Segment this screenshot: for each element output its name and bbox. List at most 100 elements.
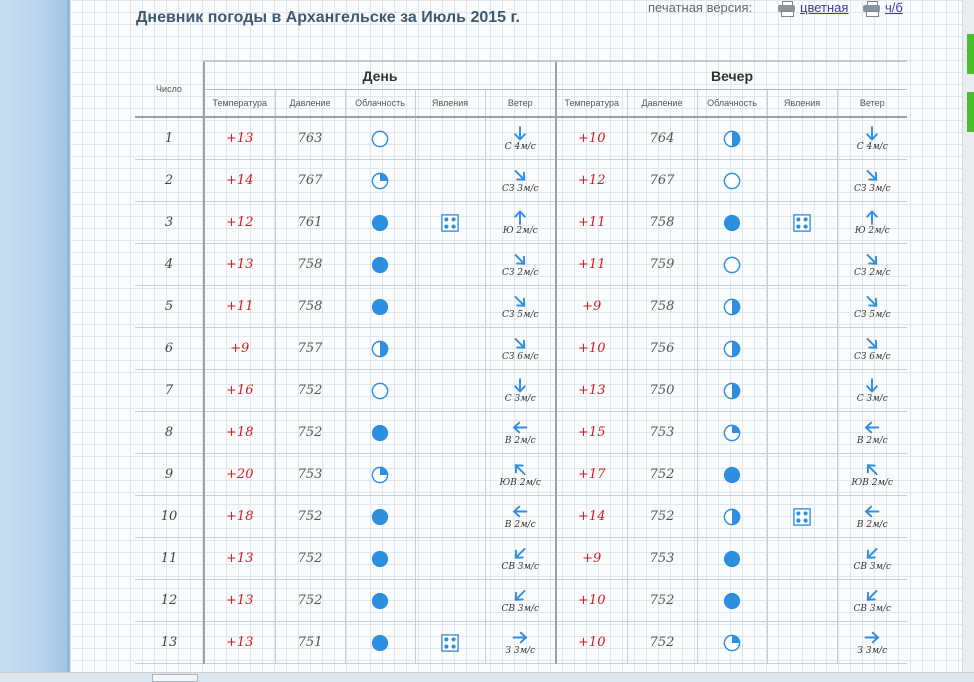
- wind-arrow-icon: [512, 505, 528, 517]
- day-temperature-cell: +13: [203, 621, 275, 664]
- wind-label: СЗ 5м/с: [853, 309, 891, 320]
- evening-phenomena-cell: [766, 495, 837, 538]
- evening-wind-cell: В 2м/с: [836, 495, 907, 538]
- day-temperature-cell: +13: [203, 537, 275, 580]
- evening-phenomena-cell: [766, 327, 837, 370]
- day-cloudiness-cell: [344, 369, 415, 412]
- wind-label: ЮВ 2м/с: [499, 477, 541, 488]
- header-evening-group: Вечер: [555, 60, 907, 90]
- day-pressure-cell: 763: [274, 117, 345, 160]
- wind-label: СВ 3м/с: [853, 561, 892, 572]
- day-number-cell: 1: [135, 117, 204, 160]
- wind-label: В 2м/с: [856, 435, 888, 446]
- wind-arrow-icon: [867, 463, 878, 475]
- day-number-cell: 3: [135, 201, 204, 244]
- wind-arrow-icon: [866, 337, 878, 349]
- day-cloudiness-cell: [344, 243, 415, 286]
- day-temperature-cell: +18: [203, 495, 275, 538]
- wind-label: СЗ 6м/с: [853, 351, 891, 362]
- evening-wind-cell: З 3м/с: [836, 621, 907, 664]
- day-temperature-cell: +12: [203, 201, 275, 244]
- side-tab[interactable]: [967, 34, 974, 74]
- cloud-half-icon: [723, 382, 741, 400]
- wind-label: Ю 2м/с: [854, 225, 890, 236]
- printer-icon: [863, 0, 880, 17]
- day-number-cell: 11: [135, 537, 204, 580]
- print-color-label: цветная: [800, 0, 849, 15]
- day-number-cell: 13: [135, 621, 204, 664]
- day-number-cell: 12: [135, 579, 204, 622]
- day-wind-cell: СЗ 6м/с: [484, 327, 556, 370]
- cloud-full-icon: [371, 424, 389, 441]
- day-cloudiness-cell: [344, 327, 415, 370]
- evening-pressure-cell: 756: [626, 327, 697, 370]
- wind-label: СЗ 2м/с: [853, 267, 891, 278]
- wind-label: СЗ 6м/с: [501, 351, 539, 362]
- table-row: 9 +20 753 ЮВ 2м/с +17 752 ЮВ 2м/с: [135, 453, 907, 496]
- table-row: 2 +14 767 СЗ 3м/с +12 767 СЗ 3м/с: [135, 159, 907, 202]
- wind-label: Ю 2м/с: [502, 225, 538, 236]
- wind-arrow-icon: [515, 589, 526, 601]
- wind-arrow-icon: [512, 631, 528, 643]
- wind-arrow-icon: [514, 169, 526, 181]
- cloud-full-icon: [371, 508, 389, 525]
- evening-temperature-cell: +10: [555, 117, 627, 160]
- evening-wind-cell: СЗ 2м/с: [836, 243, 907, 286]
- cloud-full-icon: [371, 592, 389, 609]
- day-pressure-cell: 751: [274, 621, 345, 664]
- evening-wind-cell: СЗ 3м/с: [836, 159, 907, 202]
- diary-body: 1 +13 763 С 4м/с +10 764 С 4м/с 2 +14 767 СЗ 3м/с +…: [135, 117, 907, 664]
- side-tab[interactable]: [967, 92, 974, 132]
- evening-wind-cell: С 4м/с: [836, 117, 907, 160]
- evening-temperature-cell: +10: [555, 327, 627, 370]
- evening-phenomena-cell: [766, 243, 837, 286]
- day-cloudiness-cell: [344, 537, 415, 580]
- evening-temperature-cell: +11: [555, 201, 627, 244]
- right-side-strip: [962, 0, 974, 680]
- page-title: Дневник погоды в Архангельске за Июль 20…: [136, 9, 520, 26]
- cloud-clear-icon: [371, 130, 389, 148]
- evening-pressure-cell: 753: [626, 411, 697, 454]
- evening-temperature-cell: +15: [555, 411, 627, 454]
- wind-arrow-icon: [514, 295, 526, 307]
- evening-cloudiness-cell: [696, 369, 767, 412]
- table-row: 4 +13 758 СЗ 2м/с +11 759 СЗ 2м/с: [135, 243, 907, 286]
- evening-phenomena-cell: [766, 117, 837, 160]
- evening-phenomena-cell: [766, 537, 837, 580]
- header-day-number: Число: [135, 61, 204, 118]
- day-phenomena-cell: [414, 201, 485, 244]
- day-pressure-cell: 752: [274, 579, 345, 622]
- print-color-link[interactable]: цветная: [778, 0, 849, 17]
- evening-wind-cell: СВ 3м/с: [836, 537, 907, 580]
- day-wind-cell: С 3м/с: [484, 369, 556, 412]
- evening-temperature-cell: +17: [555, 453, 627, 496]
- header-evening-wind: Ветер: [836, 89, 907, 118]
- wind-label: З 3м/с: [857, 645, 888, 656]
- evening-pressure-cell: 767: [626, 159, 697, 202]
- evening-pressure-cell: 752: [626, 579, 697, 622]
- evening-pressure-cell: 750: [626, 369, 697, 412]
- evening-temperature-cell: +10: [555, 579, 627, 622]
- evening-cloudiness-cell: [696, 579, 767, 622]
- evening-phenomena-cell: [766, 411, 837, 454]
- print-bw-link[interactable]: ч/б: [863, 0, 903, 17]
- evening-pressure-cell: 758: [626, 285, 697, 328]
- cloud-quarter-icon: [723, 634, 741, 652]
- wind-label: С 3м/с: [504, 393, 536, 404]
- day-phenomena-cell: [414, 369, 485, 412]
- evening-cloudiness-cell: [696, 537, 767, 580]
- evening-wind-cell: В 2м/с: [836, 411, 907, 454]
- wind-label: СВ 3м/с: [501, 603, 540, 614]
- wind-arrow-icon: [514, 377, 527, 393]
- evening-phenomena-cell: [766, 285, 837, 328]
- table-row: 3 +12 761 Ю 2м/с +11 758 Ю 2м/с: [135, 201, 907, 244]
- day-temperature-cell: +16: [203, 369, 275, 412]
- header-evening-pressure: Давление: [626, 89, 697, 118]
- evening-wind-cell: СЗ 5м/с: [836, 285, 907, 328]
- table-row: 13 +13 751 З 3м/с +10 752 З 3м/с: [135, 621, 907, 664]
- table-row: 8 +18 752 В 2м/с +15 753 В 2м/с: [135, 411, 907, 454]
- day-cloudiness-cell: [344, 495, 415, 538]
- cloud-full-icon: [723, 550, 741, 567]
- wind-label: СЗ 5м/с: [501, 309, 539, 320]
- evening-pressure-cell: 764: [626, 117, 697, 160]
